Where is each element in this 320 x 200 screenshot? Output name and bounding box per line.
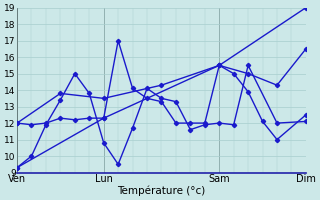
X-axis label: Température (°c): Température (°c) xyxy=(117,185,206,196)
